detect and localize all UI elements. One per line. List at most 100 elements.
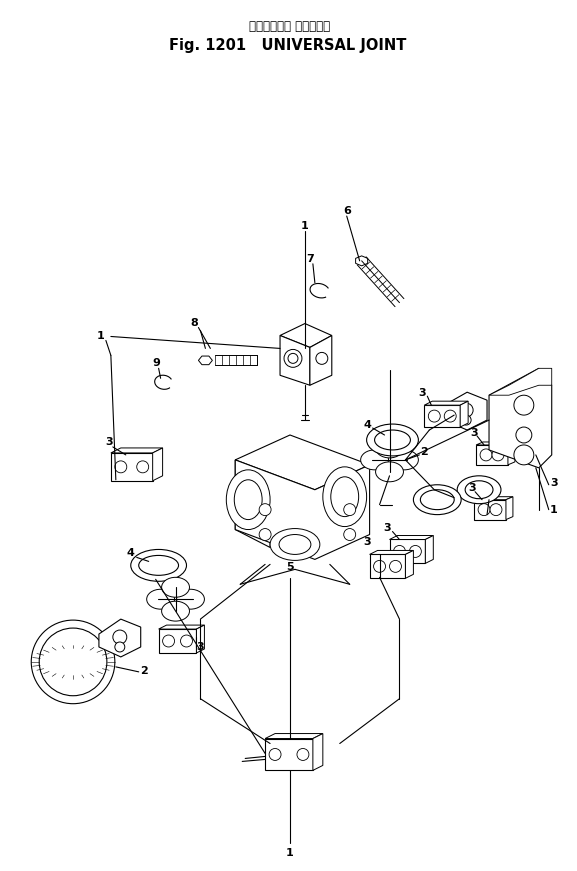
Circle shape xyxy=(478,503,490,516)
Ellipse shape xyxy=(131,550,186,581)
Polygon shape xyxy=(508,442,515,465)
Text: 5: 5 xyxy=(286,563,294,572)
Polygon shape xyxy=(370,555,406,578)
Text: 1: 1 xyxy=(301,221,309,231)
Text: Fig. 1201   UNIVERSAL JOINT: Fig. 1201 UNIVERSAL JOINT xyxy=(169,38,407,53)
Circle shape xyxy=(459,403,473,417)
Text: 1: 1 xyxy=(286,848,294,858)
Text: 9: 9 xyxy=(153,358,160,368)
Circle shape xyxy=(39,628,107,696)
Polygon shape xyxy=(153,448,163,481)
Polygon shape xyxy=(280,335,310,385)
Polygon shape xyxy=(476,442,515,445)
Circle shape xyxy=(259,503,271,516)
Text: ユニバーサル ジョイント: ユニバーサル ジョイント xyxy=(249,20,331,33)
Polygon shape xyxy=(310,335,332,385)
Ellipse shape xyxy=(177,590,204,609)
Circle shape xyxy=(163,635,175,647)
Polygon shape xyxy=(111,453,153,481)
Polygon shape xyxy=(355,256,368,266)
Ellipse shape xyxy=(374,430,410,450)
Polygon shape xyxy=(389,536,433,539)
Polygon shape xyxy=(196,625,204,653)
Polygon shape xyxy=(489,368,552,468)
Circle shape xyxy=(167,591,183,607)
Circle shape xyxy=(389,560,402,572)
Polygon shape xyxy=(159,625,204,629)
Polygon shape xyxy=(235,435,370,490)
Ellipse shape xyxy=(457,476,501,503)
Text: 8: 8 xyxy=(190,318,198,327)
Ellipse shape xyxy=(147,590,175,609)
Circle shape xyxy=(490,503,502,516)
Circle shape xyxy=(480,449,492,461)
Circle shape xyxy=(381,452,398,468)
Circle shape xyxy=(492,449,504,461)
Text: 6: 6 xyxy=(343,206,351,216)
Ellipse shape xyxy=(226,469,270,530)
Ellipse shape xyxy=(323,467,366,527)
Polygon shape xyxy=(460,402,468,427)
Ellipse shape xyxy=(413,485,461,515)
Polygon shape xyxy=(280,323,332,348)
Ellipse shape xyxy=(234,480,262,520)
Circle shape xyxy=(516,427,532,443)
Ellipse shape xyxy=(279,535,311,555)
Polygon shape xyxy=(424,402,468,405)
Polygon shape xyxy=(425,536,433,564)
Text: 3: 3 xyxy=(197,642,204,652)
Text: 4: 4 xyxy=(364,420,372,430)
Text: 3: 3 xyxy=(418,388,426,398)
Circle shape xyxy=(394,545,406,557)
Circle shape xyxy=(316,353,328,364)
Polygon shape xyxy=(389,539,425,564)
Polygon shape xyxy=(99,619,141,657)
Ellipse shape xyxy=(376,438,403,458)
Polygon shape xyxy=(235,460,270,548)
Circle shape xyxy=(344,503,355,516)
Circle shape xyxy=(428,410,440,422)
Circle shape xyxy=(461,415,471,425)
Circle shape xyxy=(31,620,115,704)
Circle shape xyxy=(373,444,406,476)
Circle shape xyxy=(115,642,125,652)
Polygon shape xyxy=(476,445,508,465)
Polygon shape xyxy=(406,550,413,578)
Polygon shape xyxy=(474,496,513,500)
Text: 4: 4 xyxy=(127,549,134,558)
Circle shape xyxy=(444,410,456,422)
Text: 2: 2 xyxy=(421,447,428,457)
Polygon shape xyxy=(235,460,370,559)
Circle shape xyxy=(137,461,149,473)
Circle shape xyxy=(181,635,193,647)
Polygon shape xyxy=(198,356,212,365)
Text: 1: 1 xyxy=(97,332,105,341)
Polygon shape xyxy=(474,500,506,520)
Ellipse shape xyxy=(465,481,493,499)
Circle shape xyxy=(373,560,385,572)
Text: 7: 7 xyxy=(306,253,314,264)
Ellipse shape xyxy=(270,529,320,560)
Circle shape xyxy=(115,461,127,473)
Polygon shape xyxy=(111,448,163,453)
Circle shape xyxy=(160,584,192,615)
Polygon shape xyxy=(370,550,413,555)
Text: 2: 2 xyxy=(140,665,148,676)
Circle shape xyxy=(259,529,271,541)
Circle shape xyxy=(288,354,298,363)
Text: 3: 3 xyxy=(105,437,113,447)
Ellipse shape xyxy=(162,601,189,621)
Polygon shape xyxy=(444,392,487,430)
Circle shape xyxy=(344,529,355,541)
Text: 1: 1 xyxy=(550,504,557,515)
Polygon shape xyxy=(265,739,313,770)
Polygon shape xyxy=(265,733,323,739)
Polygon shape xyxy=(313,733,323,770)
Ellipse shape xyxy=(391,450,418,469)
Circle shape xyxy=(514,395,534,415)
Circle shape xyxy=(284,349,302,368)
Polygon shape xyxy=(506,496,513,520)
Text: 3: 3 xyxy=(470,428,478,438)
Text: 3: 3 xyxy=(364,537,372,548)
Ellipse shape xyxy=(376,462,403,482)
